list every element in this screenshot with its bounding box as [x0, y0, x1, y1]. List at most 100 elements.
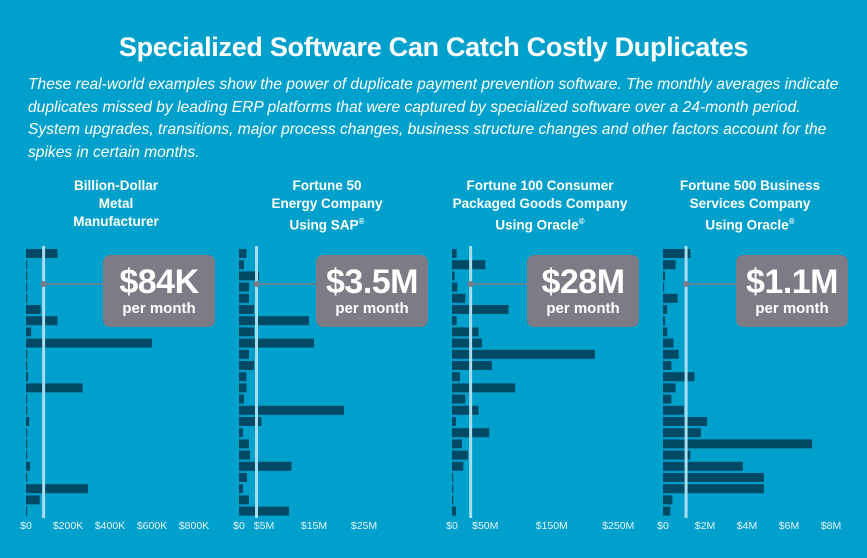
bar — [239, 484, 243, 494]
callout-dot — [253, 281, 260, 287]
bar — [452, 450, 468, 460]
chart-title-text: Fortune 50 — [292, 178, 362, 193]
x-tick-label: $4M — [737, 520, 757, 532]
bar — [239, 506, 289, 516]
x-tick-label: $200K — [53, 520, 83, 532]
bar — [663, 349, 679, 359]
chart-title-text: Services Company — [689, 196, 811, 211]
chart-title-line: Manufacturer — [16, 213, 216, 231]
chart-title: Billion-Dollar Metal Manufacturer — [16, 177, 216, 231]
chart-title-line: Using SAP® — [227, 213, 427, 235]
bar — [239, 372, 247, 382]
bar — [239, 338, 314, 348]
bar — [452, 338, 482, 348]
bar — [452, 271, 455, 281]
bar — [239, 394, 244, 404]
bar — [239, 361, 254, 370]
intro-paragraph: These real-world examples show the power… — [28, 76, 839, 161]
bar — [452, 305, 509, 314]
chart-title-text: Packaged Goods Company — [452, 196, 628, 211]
bar — [452, 383, 516, 393]
bar — [452, 439, 462, 449]
bar — [452, 372, 460, 382]
x-tick-label: $150M — [536, 520, 568, 532]
bar — [452, 461, 464, 471]
bar — [239, 249, 247, 258]
x-tick-label: $25M — [351, 520, 377, 532]
chart-title-line: Using Oracle® — [440, 213, 640, 235]
registered-mark: ® — [358, 217, 365, 226]
bar — [452, 316, 457, 326]
bar — [26, 461, 31, 471]
bar — [452, 293, 466, 303]
chart-title-text: Using Oracle — [495, 217, 579, 233]
bar — [663, 394, 672, 404]
bar — [26, 249, 58, 258]
bar — [239, 417, 262, 426]
bar — [239, 439, 249, 449]
bar — [663, 372, 695, 382]
bar — [239, 495, 249, 505]
bar — [26, 405, 28, 415]
chart-title-text: Metal — [98, 196, 134, 211]
chart-title: Fortune 50 Energy Company Using SAP® — [227, 177, 427, 235]
chart-title-line: Packaged Goods Company — [440, 195, 640, 213]
bar — [663, 506, 671, 516]
bar — [239, 461, 292, 471]
average-callout: $28M per month — [527, 255, 639, 327]
bar — [663, 461, 743, 471]
chart-title-line: Using Oracle® — [650, 213, 850, 235]
bar — [239, 405, 344, 415]
average-period: per month — [335, 300, 409, 317]
x-tick-label: $50M — [472, 520, 498, 532]
chart-title-line: Fortune 50 — [227, 177, 427, 195]
x-tick-label: $600K — [137, 520, 167, 532]
bar — [26, 271, 28, 281]
bar — [663, 327, 668, 337]
callout-dot — [683, 281, 690, 287]
bar — [26, 450, 28, 460]
bar — [663, 439, 813, 449]
chart-title-text: Using SAP — [289, 217, 359, 233]
bar — [26, 506, 28, 516]
bar — [239, 316, 309, 326]
bar — [663, 271, 666, 281]
average-callout: $84K per month — [103, 255, 215, 327]
bar — [239, 473, 247, 482]
x-tick-label: $0 — [20, 520, 32, 532]
bar — [239, 349, 249, 359]
bar — [663, 316, 666, 326]
bar — [26, 428, 28, 438]
chart-title-text: Using Oracle — [705, 217, 789, 233]
average-period: per month — [122, 300, 196, 317]
bar — [239, 383, 247, 393]
bar — [452, 349, 595, 359]
bar — [452, 417, 456, 426]
bar — [663, 260, 676, 270]
bar — [26, 327, 32, 337]
chart-title-text: Billion-Dollar — [74, 178, 158, 193]
bar — [452, 495, 454, 505]
bar — [663, 383, 676, 393]
bar — [239, 271, 259, 281]
bar — [26, 484, 88, 494]
average-value: $84K — [119, 263, 199, 301]
chart-title: Fortune 500 Business Services Company Usin… — [650, 177, 850, 235]
bar — [26, 372, 29, 382]
bar — [663, 305, 668, 314]
bar — [26, 417, 30, 426]
bar — [26, 361, 28, 370]
chart-title-line: Fortune 500 Business — [650, 177, 850, 195]
chart-title-line: Services Company — [650, 195, 850, 213]
average-callout: $1.1M per month — [736, 255, 848, 327]
page-title: Specialized Software Can Catch Costly Du… — [118, 32, 749, 62]
bar — [452, 282, 458, 292]
x-tick-label: $0 — [446, 520, 458, 532]
chart-title-line: Energy Company — [227, 195, 427, 213]
bar — [452, 506, 456, 516]
bar — [239, 327, 254, 337]
bar — [452, 473, 454, 482]
chart-title-line: Billion-Dollar — [16, 177, 216, 195]
bar — [239, 428, 243, 438]
